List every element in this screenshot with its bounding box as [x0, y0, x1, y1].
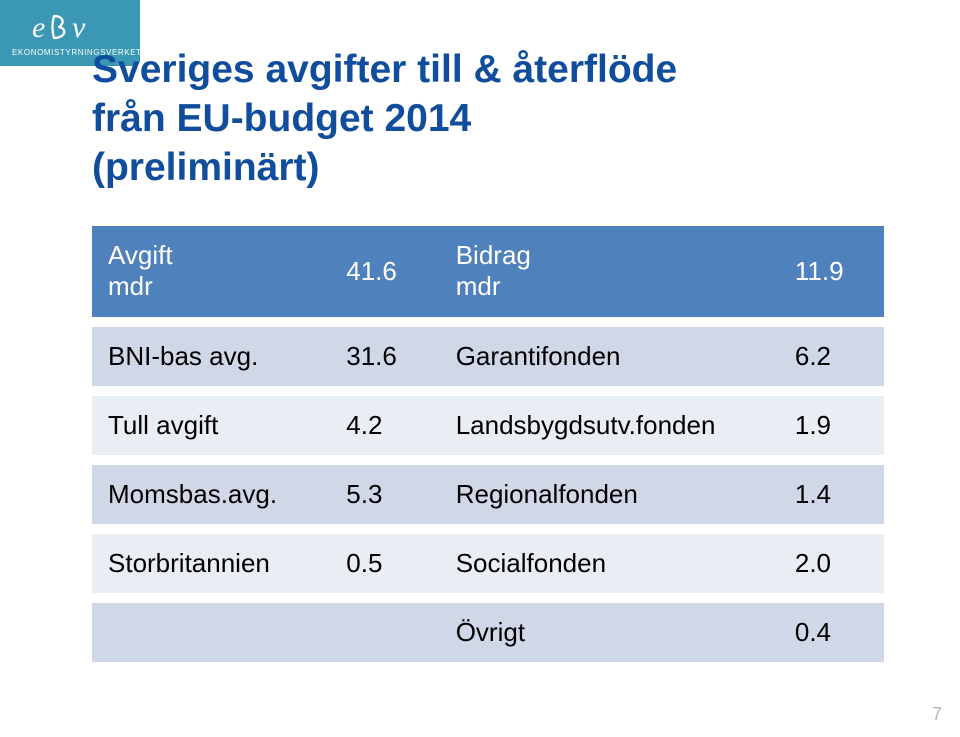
- cell-right-value: 2.0: [779, 534, 884, 593]
- table-row: Momsbas.avg. 5.3 Regionalfonden 1.4: [92, 465, 884, 524]
- title-line-1: Sveriges avgifter till & återflöde: [92, 48, 677, 91]
- cell-left-label: Storbritannien: [92, 534, 330, 593]
- header-left-l2: mdr: [108, 271, 153, 301]
- cell-right-value: 6.2: [779, 327, 884, 386]
- title-line-3: (preliminärt): [92, 146, 320, 189]
- cell-left-value: 0.5: [330, 534, 439, 593]
- table-header-row: Avgift mdr 41.6 Bidrag mdr 11.9: [92, 226, 884, 316]
- title-line-2: från EU-budget 2014: [92, 97, 471, 140]
- page-title: Sveriges avgifter till & återflöde från …: [92, 46, 884, 192]
- cell-left-label: BNI-bas avg.: [92, 327, 330, 386]
- cell-right-value: 1.9: [779, 396, 884, 455]
- cell-right-label: Regionalfonden: [440, 465, 779, 524]
- table-row: Övrigt 0.4: [92, 603, 884, 662]
- header-left-label: Avgift mdr: [92, 226, 330, 316]
- data-table: Avgift mdr 41.6 Bidrag mdr 11.9 BNI-bas …: [92, 216, 884, 671]
- table-row: Storbritannien 0.5 Socialfonden 2.0: [92, 534, 884, 593]
- svg-text:e: e: [32, 11, 45, 44]
- header-right-label: Bidrag mdr: [440, 226, 779, 316]
- cell-left-value: 31.6: [330, 327, 439, 386]
- header-right-value: 11.9: [779, 226, 884, 316]
- cell-right-label: Övrigt: [440, 603, 779, 662]
- cell-left-label: Momsbas.avg.: [92, 465, 330, 524]
- cell-right-value: 0.4: [779, 603, 884, 662]
- header-right-l2: mdr: [456, 271, 501, 301]
- svg-text:v: v: [72, 11, 86, 44]
- cell-right-label: Socialfonden: [440, 534, 779, 593]
- header-left-l1: Avgift: [108, 240, 173, 270]
- cell-right-label: Landsbygdsutv.fonden: [440, 396, 779, 455]
- table-row: Tull avgift 4.2 Landsbygdsutv.fonden 1.9: [92, 396, 884, 455]
- cell-left-value: 5.3: [330, 465, 439, 524]
- table-row: BNI-bas avg. 31.6 Garantifonden 6.2: [92, 327, 884, 386]
- header-right-l1: Bidrag: [456, 240, 531, 270]
- cell-left-label: Tull avgift: [92, 396, 330, 455]
- cell-right-value: 1.4: [779, 465, 884, 524]
- cell-right-label: Garantifonden: [440, 327, 779, 386]
- logo-wordmark: e v: [32, 10, 112, 44]
- slide-content: Sveriges avgifter till & återflöde från …: [92, 46, 884, 672]
- header-left-value: 41.6: [330, 226, 439, 316]
- cell-left-value: 4.2: [330, 396, 439, 455]
- cell-left-label: [92, 603, 330, 662]
- page-number: 7: [932, 704, 942, 725]
- cell-left-value: [330, 603, 439, 662]
